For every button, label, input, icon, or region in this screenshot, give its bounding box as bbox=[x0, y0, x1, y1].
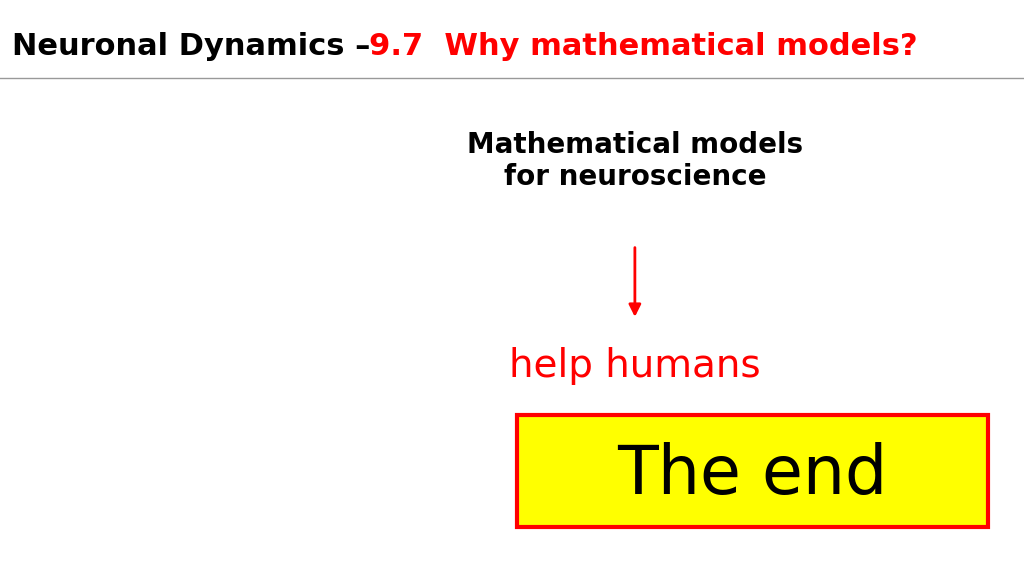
Text: Neuronal Dynamics –: Neuronal Dynamics – bbox=[12, 32, 381, 60]
Text: Mathematical models
for neuroscience: Mathematical models for neuroscience bbox=[467, 131, 803, 191]
Text: 9.7  Why mathematical models?: 9.7 Why mathematical models? bbox=[369, 32, 918, 60]
Text: The end: The end bbox=[617, 442, 888, 508]
Text: help humans: help humans bbox=[509, 347, 761, 385]
FancyBboxPatch shape bbox=[517, 415, 988, 527]
